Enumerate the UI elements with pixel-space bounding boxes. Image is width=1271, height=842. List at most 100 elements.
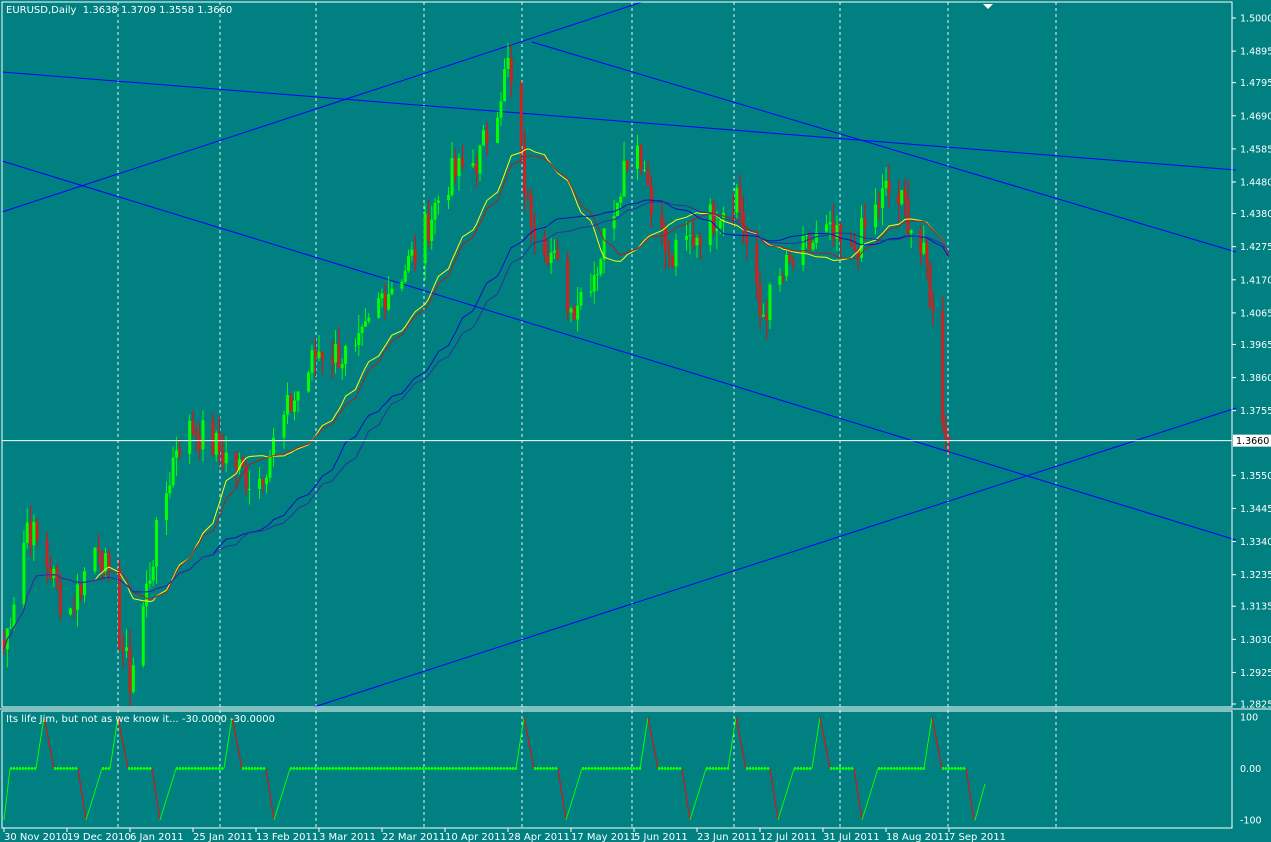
candle-body	[664, 227, 667, 253]
indicator-dot	[709, 767, 711, 770]
candle-body	[155, 520, 159, 567]
candle-body	[835, 224, 839, 240]
candle-body	[360, 326, 364, 334]
indicator-dot	[383, 767, 385, 770]
candle-body	[320, 351, 324, 359]
indicator-segment	[931, 716, 943, 769]
indicator-dot	[851, 767, 853, 770]
indicator-dot	[661, 767, 663, 770]
current-price-label: 1.3660	[1236, 436, 1269, 447]
price-tick-label: 1.4065	[1240, 308, 1271, 319]
indicator-segment	[819, 716, 831, 769]
time-tick-label: 12 Jul 2011	[760, 832, 817, 842]
candle-body	[367, 317, 371, 322]
indicator-segment	[647, 716, 659, 769]
candle-body	[201, 420, 205, 450]
indicator-dot	[606, 767, 608, 770]
indicator-dot	[341, 767, 343, 770]
candle-body	[944, 424, 948, 438]
indicator-dot	[75, 767, 77, 770]
indicator-dot	[746, 767, 748, 770]
indicator-segment	[117, 716, 129, 769]
indicator-dot	[302, 767, 304, 770]
candle-body	[499, 101, 503, 118]
price-tick-label: 1.3755	[1240, 406, 1271, 417]
candle-body	[198, 436, 202, 450]
indicator-segment	[265, 768, 275, 821]
indicator-dot	[957, 767, 959, 770]
candle-body	[745, 232, 749, 245]
indicator-dot	[431, 767, 433, 770]
candle-body	[268, 455, 272, 478]
indicator-dot	[612, 767, 614, 770]
candle-body	[22, 542, 26, 605]
candle-body	[211, 420, 215, 455]
candle-body	[413, 249, 417, 264]
candle-body	[931, 307, 935, 311]
price-axis: 1.5000 1.4895 1.4795 1.4690 1.4585 1.4480 1.43…	[2, 14, 1271, 711]
indicator-dot	[368, 767, 370, 770]
candle-body	[171, 457, 175, 486]
indicator-dot	[667, 767, 669, 770]
moving-averages	[3, 148, 950, 650]
indicator-dot	[299, 767, 301, 770]
candle-body	[174, 450, 178, 458]
candle-body	[556, 250, 560, 260]
time-tick-label: 25 Jan 2011	[193, 832, 253, 842]
candle-body	[808, 235, 812, 250]
price-tick-label: 1.4895	[1240, 47, 1271, 58]
candle-body	[592, 274, 596, 292]
candle-body	[330, 358, 334, 363]
indicator-dot	[624, 767, 626, 770]
indicator-dot	[410, 767, 412, 770]
indicator-dot	[19, 767, 21, 770]
candle-body	[403, 270, 407, 282]
candle-body	[589, 291, 593, 293]
indicator-dot	[338, 767, 340, 770]
indicator-dot	[887, 767, 889, 770]
price-tick-label: 1.3860	[1240, 373, 1271, 384]
candle-body	[214, 433, 218, 455]
candle-body	[118, 567, 121, 648]
indicator-dot	[347, 767, 349, 770]
candle-body	[579, 292, 583, 306]
time-tick-label: 28 Apr 2011	[508, 832, 570, 842]
indicator-dot	[443, 767, 445, 770]
indicator-dot	[609, 767, 611, 770]
indicator-tick-label: 100	[1240, 713, 1258, 724]
indicator-dot	[437, 767, 439, 770]
candle-body	[566, 259, 570, 313]
candle-body	[698, 237, 702, 246]
indicator-dot	[72, 767, 74, 770]
indicator-dot	[896, 767, 898, 770]
time-tick-label: 18 Aug 2011	[886, 832, 950, 842]
candle-body	[353, 345, 357, 347]
candle-body	[503, 68, 506, 102]
indicator-dot	[254, 767, 256, 770]
candle-body	[430, 219, 434, 241]
candle-body	[712, 204, 716, 232]
candle-body	[765, 314, 769, 321]
indicator-dot	[108, 767, 110, 770]
price-tick-label: 1.4690	[1240, 111, 1271, 122]
main-frame	[1, 1, 1233, 708]
indicator-dot	[555, 767, 557, 770]
indicator-dot	[60, 767, 62, 770]
indicator-dot	[305, 767, 307, 770]
indicator-dot	[512, 767, 514, 770]
indicator-dot	[588, 767, 590, 770]
candle-body	[695, 237, 699, 246]
indicator-dot	[242, 767, 244, 770]
time-tick-label: 7 Sep 2011	[949, 832, 1006, 842]
indicator-dot	[182, 767, 184, 770]
indicator-dot	[797, 767, 799, 770]
indicator-segment	[727, 716, 737, 769]
indicator-panel: 100 0.00 -100	[3, 713, 1262, 827]
indicator-dot	[485, 767, 487, 770]
indicator-dot	[452, 767, 454, 770]
candle-body	[478, 145, 482, 174]
indicator-dot	[473, 767, 475, 770]
price-tick-label: 1.3135	[1240, 602, 1271, 613]
indicator-dot	[954, 767, 956, 770]
